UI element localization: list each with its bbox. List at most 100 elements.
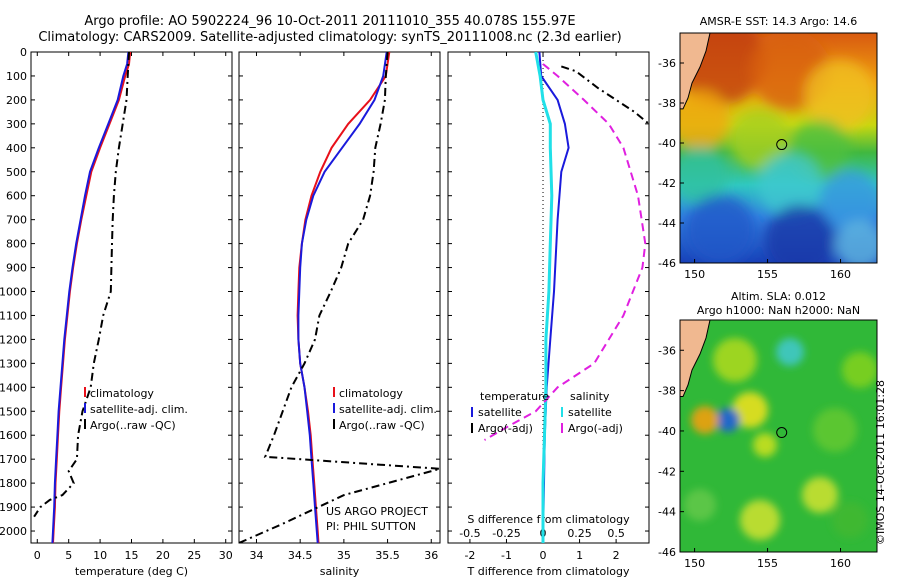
x-axis-label: salinity	[320, 565, 360, 578]
map-ytick-label: -42	[658, 465, 676, 478]
xtick-label: 30	[219, 549, 233, 562]
salinity-series-group	[239, 52, 440, 543]
series-line-temperature-argo-adj-	[560, 65, 649, 125]
legend-label: Argo(-adj)	[478, 422, 533, 435]
xtick-label: 10	[93, 549, 107, 562]
legend-label: satellite	[478, 406, 522, 419]
ytick-label: 200	[6, 94, 27, 107]
xtick-label: -2	[464, 549, 475, 562]
ytick-label: 1400	[0, 381, 27, 394]
ytick-label: 900	[6, 262, 27, 275]
map-ytick-label: -40	[658, 137, 676, 150]
map-ytick-label: -46	[658, 546, 676, 559]
ytick-label: 800	[6, 238, 27, 251]
x2tick-label: -0.25	[492, 527, 520, 540]
legend-label: satellite-adj. clim.	[90, 403, 188, 416]
ytick-label: 1000	[0, 286, 27, 299]
ytick-label: 400	[6, 142, 27, 155]
sst-map-panel: 150 155 160 -36 -38 -40 -42 -44 -46 AMSR-E SST: 1…	[658, 15, 878, 281]
sst-blob	[805, 60, 875, 130]
map-xtick-label: 160	[830, 557, 851, 570]
xtick-label: 1	[576, 549, 583, 562]
chart-title-line2: Climatology: CARS2009. Satellite-adjuste…	[38, 30, 622, 45]
x-axis-label: T difference from climatology	[467, 565, 630, 578]
sst-blob	[680, 147, 728, 203]
sla-map-panel: 150 155 160 -36 -38 -40 -42 -44 -46 Altim. SLA: 0…	[658, 290, 878, 570]
ytick-label: 1100	[0, 309, 27, 322]
sst-blob	[680, 90, 730, 150]
xtick-label: 15	[125, 549, 139, 562]
sla-blob	[776, 338, 804, 366]
sla-map-field	[680, 320, 877, 552]
x2tick-label: 0.5	[607, 527, 625, 540]
argo-position-marker	[776, 139, 788, 151]
sst-map-frame	[679, 32, 878, 264]
x2-axis-label: S difference from climatology	[467, 513, 630, 526]
sst-blob	[835, 220, 877, 263]
series-line-argo-raw-qc-	[239, 52, 440, 543]
map-ytick-label: -42	[658, 177, 676, 190]
map-ytick-label: -44	[658, 506, 676, 519]
xtick-label: 20	[156, 549, 170, 562]
map-xtick-label: 150	[684, 268, 705, 281]
sst-blob	[820, 170, 877, 230]
sla-map-frame	[679, 319, 878, 553]
xtick-label: 34	[249, 549, 263, 562]
xtick-label: 0	[34, 549, 41, 562]
sla-blob	[832, 502, 868, 538]
temperature-panel: 0100200300400500600700800900100011001200…	[0, 46, 233, 578]
map-ytick-label: -44	[658, 217, 676, 230]
x-axis-label: temperature (deg C)	[75, 565, 188, 578]
sla-blobs	[684, 338, 877, 540]
ytick-label: 1200	[0, 333, 27, 346]
map-ytick-label: -38	[658, 385, 676, 398]
sla-blob	[716, 408, 740, 432]
series-line-argo-raw-qc-	[33, 52, 130, 518]
salinity-axes-frame	[238, 51, 441, 544]
ytick-label: 2000	[0, 525, 27, 538]
legend-label: climatology	[339, 387, 403, 400]
map-ytick-label: -46	[658, 257, 676, 270]
map-ytick-label: -40	[658, 425, 676, 438]
ytick-label: 600	[6, 190, 27, 203]
sla-blob	[813, 408, 857, 452]
legend-label: Argo(-adj)	[568, 422, 623, 435]
map-ytick-label: -36	[658, 344, 676, 357]
temperature-axes-frame	[30, 51, 233, 544]
credit-line1: US ARGO PROJECT	[326, 505, 428, 518]
xtick-label: 36	[424, 549, 438, 562]
copyright-label: ©IMOS 14-Oct-2011 16:01:28	[874, 379, 887, 545]
sla-blob	[713, 338, 757, 382]
ytick-label: 1900	[0, 501, 27, 514]
sst-map-field	[680, 33, 877, 263]
xtick-label: 2	[613, 549, 620, 562]
land-coastline	[680, 320, 711, 398]
map-ytick-label: -38	[658, 97, 676, 110]
ytick-label: 100	[6, 70, 27, 83]
sla-blob	[842, 352, 877, 388]
difference-series-group	[484, 52, 649, 543]
sla-blob	[740, 500, 780, 540]
map-title-line2: Argo h1000: NaN h2000: NaN	[697, 304, 860, 317]
legend-label: climatology	[90, 387, 154, 400]
xtick-label: 34.5	[288, 549, 313, 562]
sst-blob	[765, 205, 835, 263]
sst-blob	[758, 153, 822, 217]
sst-blob	[730, 110, 790, 170]
series-line-satellite-adj-clim-	[51, 52, 130, 543]
ytick-label: 1300	[0, 357, 27, 370]
chart-title-line1: Argo profile: AO 5902224_96 10-Oct-2011 …	[84, 14, 576, 29]
ytick-label: 300	[6, 118, 27, 131]
land-coastline	[680, 33, 711, 110]
series-line-salinity-satellite	[534, 52, 554, 543]
sst-blob	[685, 195, 755, 263]
ytick-label: 0	[20, 46, 27, 59]
sla-blob	[684, 489, 716, 521]
argo-project-credit: US ARGO PROJECT PI: PHIL SUTTON	[326, 505, 428, 533]
argo-position-marker	[776, 427, 788, 439]
credit-line2: PI: PHIL SUTTON	[326, 520, 416, 533]
sst-blobs	[680, 33, 877, 263]
difference-panel: -2 -1 0 1 2 T difference from climatology S di…	[447, 51, 650, 578]
legend-title: salinity	[570, 390, 610, 403]
map-title: AMSR-E SST: 14.3 Argo: 14.6	[700, 15, 858, 28]
